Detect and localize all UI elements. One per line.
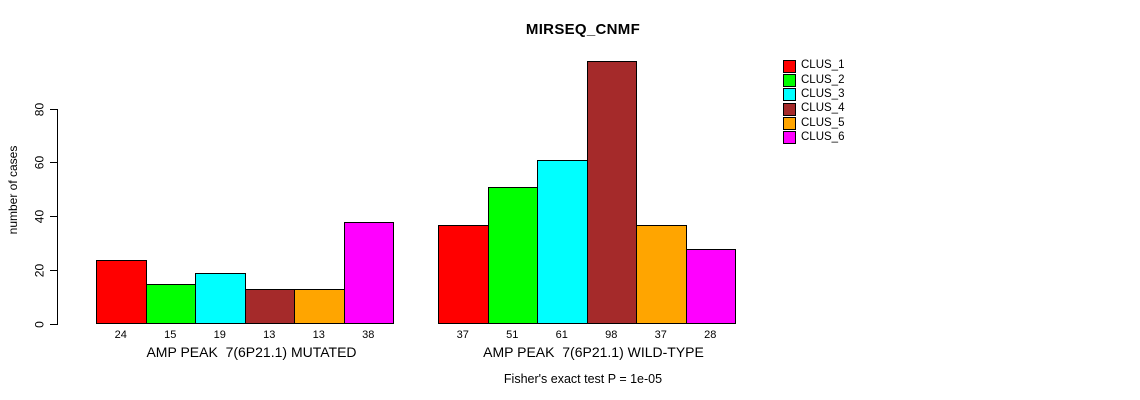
legend-item: CLUS_1 [783, 59, 844, 73]
bar-clus_3 [537, 160, 588, 324]
y-axis-tick [50, 216, 57, 217]
bar-clus_4 [586, 60, 637, 324]
bar-value-label: 28 [704, 329, 717, 341]
bar-clus_4 [244, 289, 295, 324]
bar-clus_2 [145, 283, 196, 324]
legend-item: CLUS_3 [783, 88, 844, 102]
legend-item-label: CLUS_2 [801, 73, 845, 86]
legend-item-label: CLUS_3 [801, 87, 845, 100]
x-axis-group-label: AMP PEAK 7(6P21.1) WILD-TYPE [483, 344, 704, 360]
legend-item-label: CLUS_6 [801, 130, 845, 143]
bar-value-label: 51 [506, 329, 519, 341]
legend-swatch [783, 131, 796, 145]
bar-value-label: 61 [555, 329, 568, 341]
bar-clus_5 [636, 224, 687, 324]
bar-value-label: 98 [605, 329, 618, 341]
bar-value-label: 37 [654, 329, 667, 341]
bar-clus_2 [487, 186, 538, 324]
bar-clus_6 [343, 221, 394, 324]
bar-value-label: 13 [263, 329, 276, 341]
legend-swatch [783, 102, 796, 116]
legend-item: CLUS_4 [783, 102, 844, 116]
bar-clus_1 [96, 259, 147, 324]
legend-swatch [783, 88, 796, 102]
y-axis-tick-label: 20 [32, 263, 47, 277]
y-axis-line [57, 109, 58, 325]
legend-item-label: CLUS_1 [801, 59, 845, 72]
footnote: Fisher's exact test P = 1e-05 [503, 372, 663, 386]
chart-title: MIRSEQ_CNMF [525, 21, 641, 38]
y-axis-tick [50, 108, 57, 110]
y-axis-tick-label: 60 [32, 156, 47, 170]
y-axis-tick [50, 323, 57, 325]
legend-swatch [783, 73, 796, 87]
bar-clus_5 [294, 289, 345, 324]
bar-value-label: 38 [362, 329, 375, 341]
legend-item-label: CLUS_5 [801, 116, 845, 129]
legend-item: CLUS_5 [783, 116, 844, 130]
y-axis-tick-label: 80 [32, 102, 47, 116]
y-axis-tick [50, 269, 57, 271]
bar-value-label: 15 [164, 329, 177, 341]
legend-swatch [783, 116, 796, 130]
bar-value-label: 13 [312, 329, 325, 341]
legend: CLUS_1 CLUS_2 CLUS_3 CLUS_4 CLUS_5 CLUS_6 [783, 59, 844, 145]
x-axis-group-label: AMP PEAK 7(6P21.1) MUTATED [146, 344, 357, 360]
legend-item: CLUS_2 [783, 73, 844, 87]
legend-item-label: CLUS_4 [801, 102, 845, 115]
legend-item: CLUS_6 [783, 130, 845, 145]
y-axis-tick [50, 162, 57, 164]
bar-value-label: 24 [114, 329, 127, 341]
y-axis-tick-label: 0 [32, 320, 47, 328]
bar-clus_3 [195, 272, 246, 324]
bar-value-label: 19 [213, 329, 226, 341]
bar-value-label: 37 [456, 329, 469, 341]
y-axis-tick-label: 40 [32, 209, 47, 224]
bar-clus_1 [438, 224, 489, 324]
legend-swatch [783, 59, 796, 73]
bar-clus_6 [685, 248, 736, 324]
y-axis-label: number of cases [6, 145, 20, 235]
